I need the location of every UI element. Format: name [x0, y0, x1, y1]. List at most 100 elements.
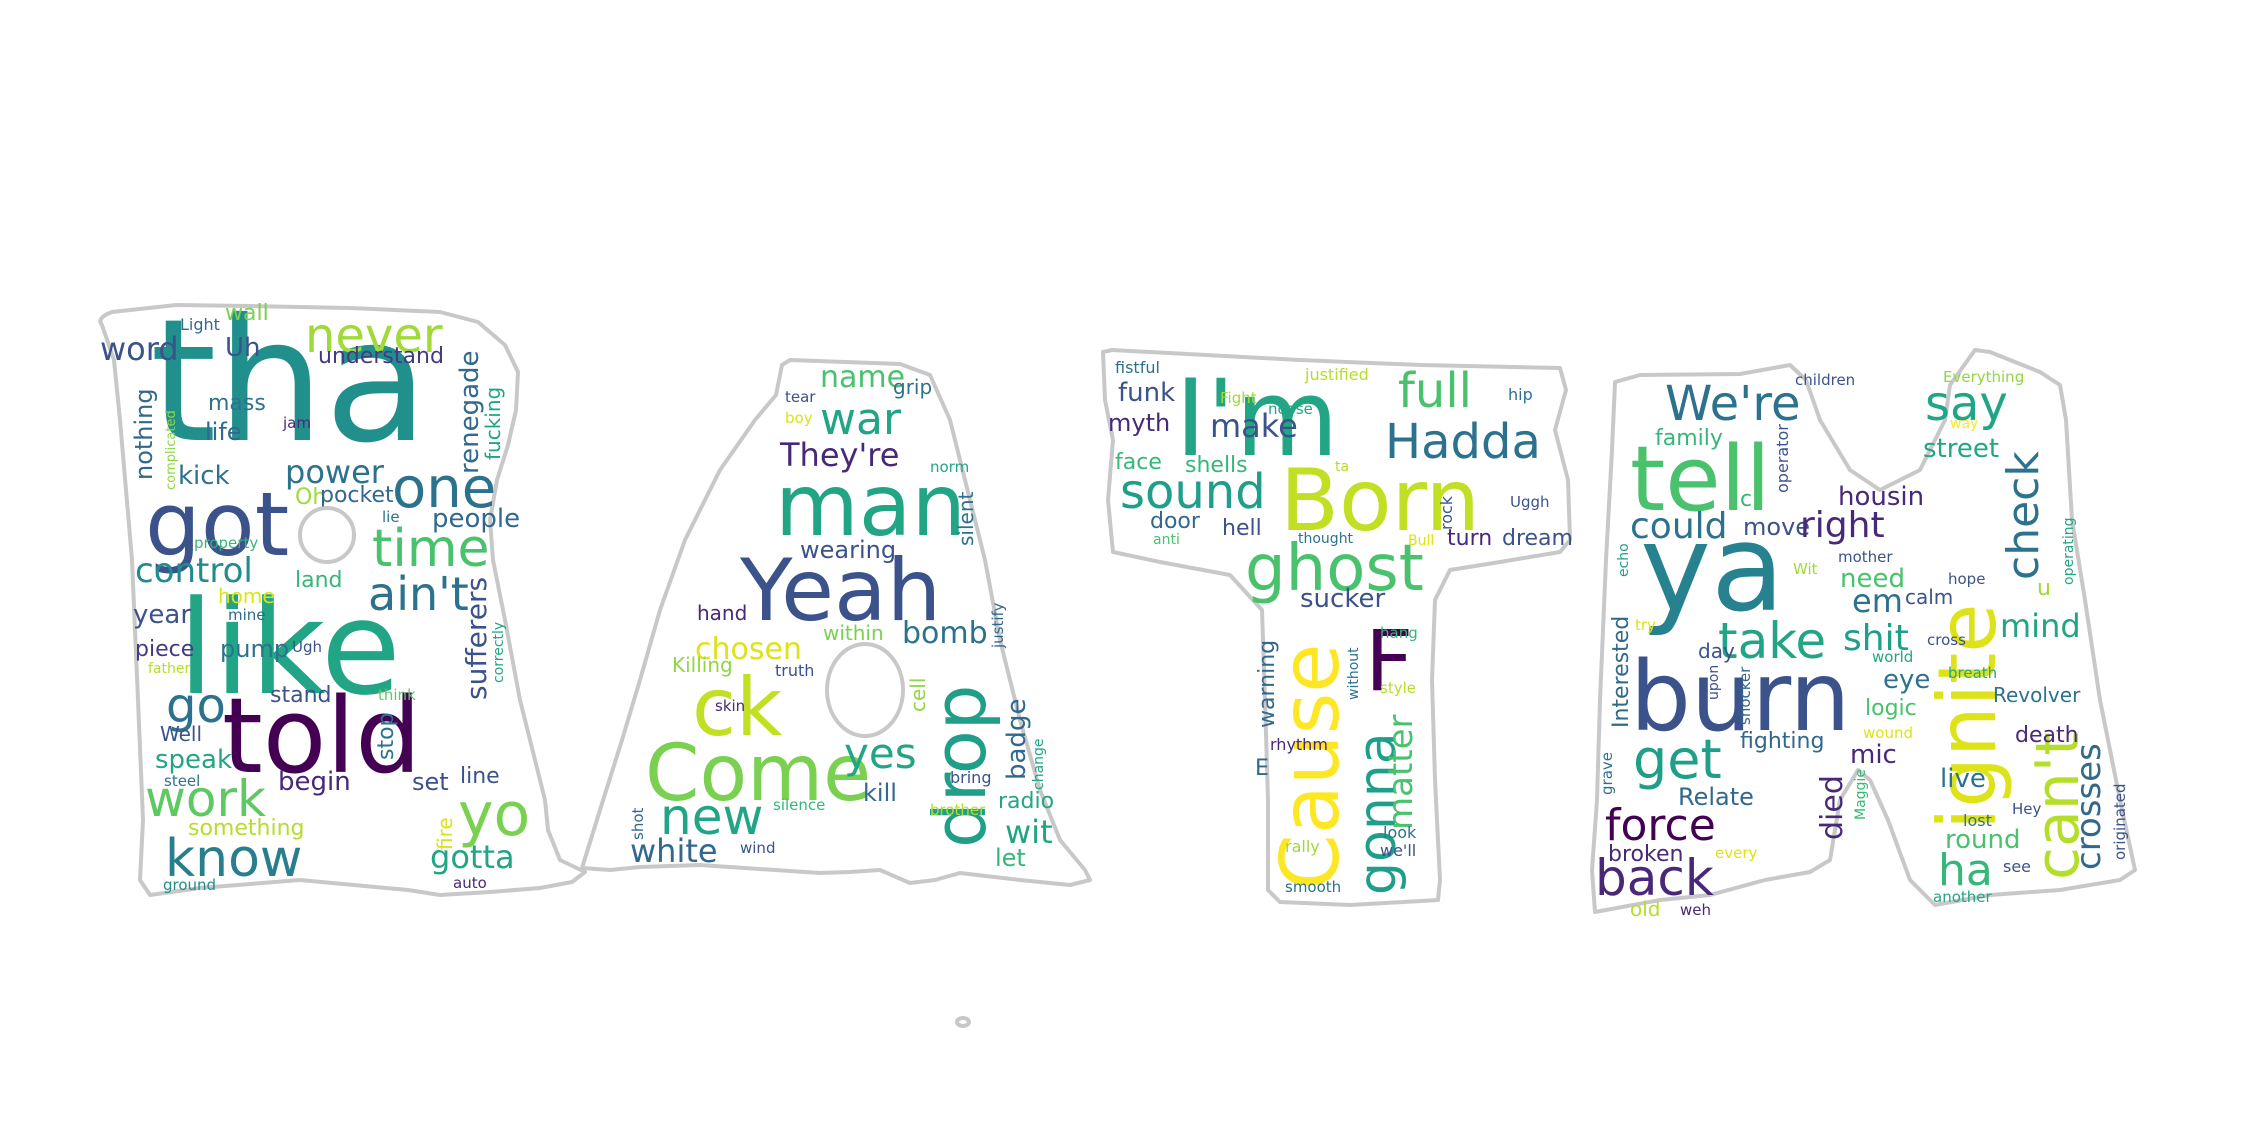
word-tell: tell [1630, 427, 1771, 532]
word-fight: Fight [1220, 389, 1257, 407]
word-sound: sound [1120, 464, 1266, 520]
word-let: let [995, 844, 1026, 872]
word-fucking: fucking [481, 387, 505, 460]
word-logic: logic [1865, 696, 1917, 721]
word-drop: drop [918, 685, 1002, 848]
word-maggie: Maggie [1853, 769, 1869, 820]
word-radio: radio [998, 789, 1054, 814]
word-skin: skin [715, 697, 745, 715]
word-originated: originated [2111, 783, 2129, 860]
word-bull: Bull [1408, 533, 1434, 549]
word-shot: shot [629, 808, 647, 840]
word-warning: warning [1255, 640, 1280, 728]
word-housin: housin [1838, 482, 1924, 512]
word-yo: yo [458, 780, 530, 850]
word-sucker: sucker [1300, 584, 1385, 614]
stray-blob [955, 1016, 971, 1028]
word-children: children [1795, 371, 1855, 389]
word-mass: mass [208, 391, 266, 416]
word-justify: justify [989, 602, 1007, 649]
word-control: control [135, 551, 253, 591]
letter-r-hole [298, 506, 356, 564]
word-hell: hell [1222, 516, 1262, 541]
word-c: c [1740, 487, 1752, 512]
word-wound: wound [1863, 724, 1913, 742]
word-hadda: Hadda [1385, 414, 1541, 470]
word-take: take [1718, 612, 1826, 670]
word-they-re: They're [779, 436, 899, 474]
word-war: war [820, 394, 902, 445]
word-time: time [372, 519, 489, 579]
word-burn: burn [1630, 641, 1850, 753]
word-chosen: chosen [695, 632, 802, 667]
word-rock: rock [1437, 495, 1456, 530]
word-world: world [1872, 648, 1913, 666]
word-operator: operator [1773, 424, 1792, 493]
word-need: need [1840, 564, 1905, 594]
word-truth: truth [775, 661, 814, 680]
word-grave: grave [1598, 752, 1616, 795]
word-mic: mic [1850, 740, 1897, 770]
word-back: back [1595, 849, 1714, 907]
word-mine: mine [228, 606, 266, 624]
word-relate: Relate [1678, 783, 1754, 811]
word-lie: lie [382, 508, 400, 526]
word-wit: wit [1005, 813, 1053, 851]
word-f: F [1365, 612, 1413, 710]
word-ya: ya [1640, 500, 1785, 639]
word-name: name [820, 360, 905, 395]
word-work: work [145, 770, 266, 828]
word-power: power [285, 453, 385, 491]
word-born: Born [1280, 451, 1480, 551]
word-understand: understand [318, 344, 444, 369]
word-think: think [378, 686, 416, 704]
word-mother: mother [1838, 548, 1893, 566]
word-way: way [1950, 416, 1978, 432]
word-another: another [1933, 888, 1992, 906]
word-tear: tear [785, 388, 816, 406]
word-revolver: Revolver [1993, 683, 2081, 707]
word-brother: brother [930, 801, 986, 819]
word-fire: fire [433, 817, 457, 850]
word-old: old [1630, 897, 1661, 921]
word-anti: anti [1153, 532, 1180, 548]
word-uggh: Uggh [1510, 493, 1550, 511]
word-complicated: complicated [164, 410, 179, 490]
word-everything: Everything [1943, 368, 2024, 386]
word-can-t: can't [2023, 732, 2093, 880]
word-nothing: nothing [130, 388, 158, 480]
word-e: E [1255, 756, 1269, 781]
word-life: life [205, 418, 242, 446]
word-rally: rally [1285, 837, 1320, 856]
word-face: face [1115, 450, 1162, 475]
word-lost: lost [1963, 811, 1992, 830]
letter-a-outline [580, 358, 1092, 887]
letter-m-outline [1590, 348, 2137, 914]
word-round: round [1945, 825, 2021, 855]
word-renegade: renegade [455, 350, 485, 474]
word-ghost: ghost [1245, 532, 1424, 606]
word-justified: justified [1304, 365, 1369, 384]
word-something: something [188, 816, 304, 841]
word-bring: bring [950, 768, 991, 787]
word-silence: silence [773, 796, 825, 814]
word-we-ll: we'll [1380, 841, 1416, 860]
word-boy: boy [785, 409, 813, 427]
word-come: Come [645, 729, 871, 819]
word-know: know [165, 829, 302, 889]
word-light: Light [180, 315, 220, 334]
word-thought: thought [1298, 531, 1354, 547]
word-stop: stop [374, 712, 399, 760]
word-white: white [630, 832, 718, 870]
word-matter: matter [1381, 714, 1421, 830]
word-move: move [1743, 513, 1810, 541]
word-oh: Oh [295, 485, 326, 510]
word-calm: calm [1905, 585, 1953, 609]
word-killing: Killing [672, 653, 733, 677]
word-silent: silent [954, 491, 978, 546]
word-noose: noose [1268, 400, 1313, 418]
word-set: set [412, 768, 449, 796]
word-gonna: gonna [1348, 732, 1408, 895]
word-kill: kill [863, 779, 897, 807]
